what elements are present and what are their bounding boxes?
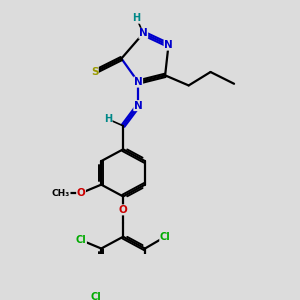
- Text: H: H: [133, 13, 141, 23]
- Text: N: N: [134, 77, 142, 87]
- Text: S: S: [91, 67, 98, 77]
- Text: methoxy: methoxy: [53, 192, 59, 194]
- Text: N: N: [139, 28, 148, 38]
- Text: Cl: Cl: [160, 232, 170, 242]
- Text: N: N: [134, 100, 142, 111]
- Text: CH₃: CH₃: [52, 188, 70, 197]
- Text: N: N: [164, 40, 173, 50]
- Text: Cl: Cl: [76, 235, 86, 245]
- Text: O: O: [119, 205, 128, 215]
- Text: Cl: Cl: [91, 292, 102, 300]
- Text: H: H: [104, 114, 112, 124]
- Text: O: O: [77, 188, 85, 198]
